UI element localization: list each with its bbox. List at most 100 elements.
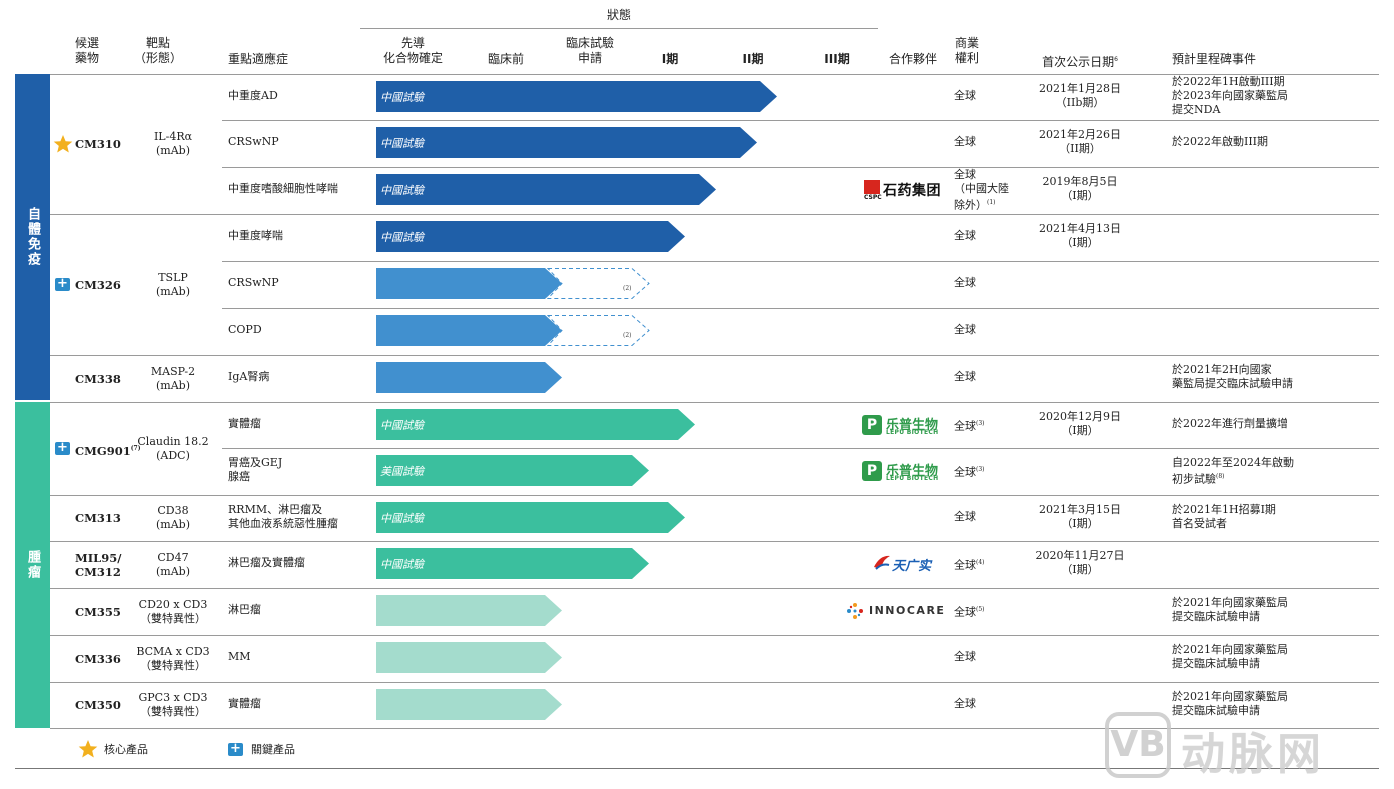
rights-cell: 全球(3) [954, 463, 1024, 479]
first-disclosure-cell: 2021年4月13日 （I期） [1030, 222, 1130, 250]
indication-cell: 中重度嗜酸細胞性哮喘 [228, 182, 353, 196]
rights-cell: 全球 [954, 650, 1024, 664]
bar-label: 美國試驗 [380, 465, 424, 478]
pipeline-bar-shape [376, 455, 649, 486]
drug-code-text: MIL95/ [75, 550, 122, 565]
milestone-text: 初步試驗 [1172, 472, 1216, 486]
bar-footnote: (2) [623, 332, 632, 339]
rights-line: 全球 [954, 370, 1024, 384]
indication-header: 重點適應症 [228, 52, 289, 66]
pipeline-bar-shape [376, 268, 650, 299]
watermark-logo: VB 动脉网 [1105, 712, 1375, 780]
text-line: 藥物 [75, 51, 100, 65]
drug-code: CMG901(7) [75, 442, 145, 457]
text-line: BCMA x CD3 [136, 644, 210, 658]
rights-text: 全球 [954, 323, 976, 336]
candidate-header: 候選 藥物 [75, 36, 115, 68]
rights-cell: 全球 [954, 323, 1024, 337]
text-line: 中重度哮喘 [228, 229, 283, 242]
text-line: (mAb) [156, 564, 190, 578]
rights-text: 全球 [954, 605, 976, 619]
indication-cell: CRSwNP [228, 276, 353, 290]
pipeline-bar-shape [376, 81, 777, 112]
drug-code-text: CM326 [75, 277, 121, 292]
lepu-mark-icon: P [862, 461, 882, 481]
milestone-line: 提交臨床試驗申請 [1172, 610, 1372, 624]
rights-text: 全球 [954, 510, 976, 523]
rights-line: 全球 [954, 510, 1024, 524]
pipeline-bar-shape [376, 595, 562, 626]
indication-cell: 中重度AD [228, 89, 353, 103]
star-icon [53, 134, 73, 154]
pipeline-bar-shape [376, 362, 562, 393]
bar-label: 中國試驗 [380, 558, 424, 571]
text-line: CRSwNP [228, 276, 279, 289]
group-bar-oncology: 腫瘤 [15, 402, 50, 728]
milestone-line: 於2021年向國家藥監局 [1172, 690, 1372, 704]
drug-code-text: CM310 [75, 137, 121, 151]
milestone-cell: 於2021年2H向國家 藥監局提交臨床試驗申請 [1172, 363, 1372, 391]
text-line: (mAb) [156, 284, 190, 298]
pipeline-bar-shape [376, 548, 649, 579]
text-line: 胃癌及GEJ [228, 456, 283, 469]
rights-text: 全球 [954, 168, 976, 181]
text-line: RRMM、淋巴瘤及 [228, 503, 323, 516]
drug-code-text: CM355 [75, 604, 121, 619]
milestone-line: 於2023年向國家藥監局 [1172, 89, 1372, 103]
row-divider [50, 635, 1379, 636]
drug-code-text: CM350 [75, 698, 121, 712]
bar-label: 中國試驗 [380, 137, 424, 150]
drug-code-sup: (7) [130, 444, 141, 452]
milestone-line: 於2022年啟動III期 [1172, 135, 1372, 149]
text-line: CD47 [157, 550, 189, 564]
drug-target: BCMA x CD3 （雙特異性） [128, 645, 218, 673]
milestone-line: 於2021年向國家藥監局 [1172, 596, 1372, 610]
stage-lead-header: 先導 化合物確定 [370, 36, 456, 68]
status-header: 狀態 [606, 8, 631, 22]
milestone-line: 於2021年2H向國家 [1172, 363, 1372, 377]
text-line: 實體瘤 [228, 417, 261, 430]
first-disclosure-cell: 2020年12月9日 （I期） [1030, 410, 1130, 438]
drug-target: Claudin 18.2 (ADC) [128, 435, 218, 463]
status-underline [360, 28, 878, 29]
text-line: (ADC) [156, 448, 190, 462]
watermark-mark-icon: VB [1105, 712, 1171, 778]
drug-code: CM355 [75, 605, 145, 619]
rights-sup: (3) [976, 420, 985, 427]
milestone-text: 於2021年向國家藥監局 [1172, 690, 1288, 703]
rights-line: 全球 [954, 323, 1024, 337]
drug-target: GPC3 x CD3 （雙特異性） [128, 691, 218, 719]
rights-cell: 全球 [954, 135, 1024, 149]
rights-line: 全球 [954, 697, 1024, 711]
milestone-text: 藥監局提交臨床試驗申請 [1172, 377, 1293, 390]
lepu-logo: P 乐普生物 LEPU BIOTECH [862, 414, 942, 438]
indication-cell: 胃癌及GEJ 腺癌 [228, 456, 353, 484]
text-line: （雙特異性） [140, 658, 206, 672]
drug-code: CM336 [75, 652, 145, 666]
milestone-text: 於2023年向國家藥監局 [1172, 89, 1288, 102]
rights-line: 全球 [954, 650, 1024, 664]
plus-icon: + [55, 441, 70, 455]
text-line: 2020年12月9日 [1039, 410, 1121, 423]
milestone-line: 提交臨床試驗申請 [1172, 704, 1372, 718]
rights-text: 全球 [954, 697, 976, 710]
mabworks-logo: 天广实 [872, 553, 932, 575]
indication-cell: RRMM、淋巴瘤及 其他血液系統惡性腫瘤 [228, 503, 353, 531]
rights-line: 除外）(1) [954, 196, 1024, 213]
plus-icon: + [55, 277, 70, 291]
pipeline-bar [376, 689, 565, 720]
pipeline-bar: 中國試驗 [376, 127, 760, 158]
group-bar-autoimmune: 自體免疫 [15, 74, 50, 400]
milestone-line: 於2021年向國家藥監局 [1172, 643, 1372, 657]
rights-text: 全球 [954, 465, 976, 479]
first-disclosure-cell: 2020年11月27日 （I期） [1030, 549, 1130, 577]
rights-line: 全球 [954, 168, 1024, 182]
rights-sup: (3) [976, 466, 985, 473]
milestone-cell: 於2022年啟動III期 [1172, 135, 1372, 149]
rights-cell: 全球 [954, 697, 1024, 711]
bar-label: 中國試驗 [380, 512, 424, 525]
text-line: 其他血液系統惡性腫瘤 [228, 517, 338, 530]
milestone-cell: 於2021年向國家藥監局 提交臨床試驗申請 [1172, 643, 1372, 671]
milestone-text: 首名受試者 [1172, 517, 1227, 530]
